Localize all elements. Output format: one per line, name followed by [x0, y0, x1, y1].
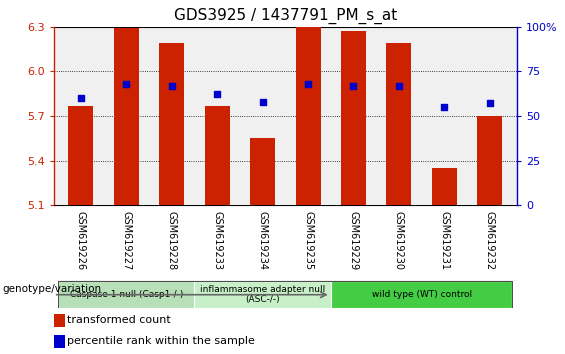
Bar	[295, 27, 320, 205]
Text: GSM619228: GSM619228	[167, 211, 177, 270]
Point	[167, 83, 176, 88]
Bar	[68, 105, 93, 205]
Bar	[477, 116, 502, 205]
Point	[394, 83, 403, 88]
Bar	[54, 314, 66, 327]
Bar	[159, 43, 184, 205]
Bar	[331, 281, 512, 308]
Text: Caspase 1 null (Casp1-/-): Caspase 1 null (Casp1-/-)	[69, 290, 183, 299]
Bar	[341, 31, 366, 205]
Bar	[250, 138, 275, 205]
Point	[76, 95, 85, 101]
Text: GSM619231: GSM619231	[440, 211, 449, 270]
Bar	[432, 168, 457, 205]
Point	[303, 81, 312, 87]
Text: transformed count: transformed count	[67, 315, 171, 325]
Text: GSM619226: GSM619226	[76, 211, 86, 270]
Title: GDS3925 / 1437791_PM_s_at: GDS3925 / 1437791_PM_s_at	[173, 7, 397, 24]
Point	[440, 104, 449, 110]
Point	[122, 81, 131, 87]
Point	[212, 92, 221, 97]
Text: GSM619235: GSM619235	[303, 211, 313, 270]
Text: genotype/variation: genotype/variation	[3, 284, 102, 294]
Bar	[205, 105, 230, 205]
Point	[349, 83, 358, 88]
Bar	[194, 281, 331, 308]
Bar	[58, 281, 194, 308]
Text: GSM619234: GSM619234	[258, 211, 268, 270]
Bar	[386, 43, 411, 205]
Text: inflammasome adapter null
(ASC-/-): inflammasome adapter null (ASC-/-)	[200, 285, 325, 304]
Text: percentile rank within the sample: percentile rank within the sample	[67, 336, 255, 346]
Text: GSM619227: GSM619227	[121, 211, 131, 271]
Text: GSM619230: GSM619230	[394, 211, 404, 270]
Bar	[54, 335, 66, 348]
Point	[485, 101, 494, 106]
Text: GSM619232: GSM619232	[485, 211, 495, 270]
Text: GSM619229: GSM619229	[349, 211, 358, 270]
Point	[258, 99, 267, 104]
Text: wild type (WT) control: wild type (WT) control	[372, 290, 472, 299]
Bar	[114, 28, 139, 205]
Text: GSM619233: GSM619233	[212, 211, 222, 270]
